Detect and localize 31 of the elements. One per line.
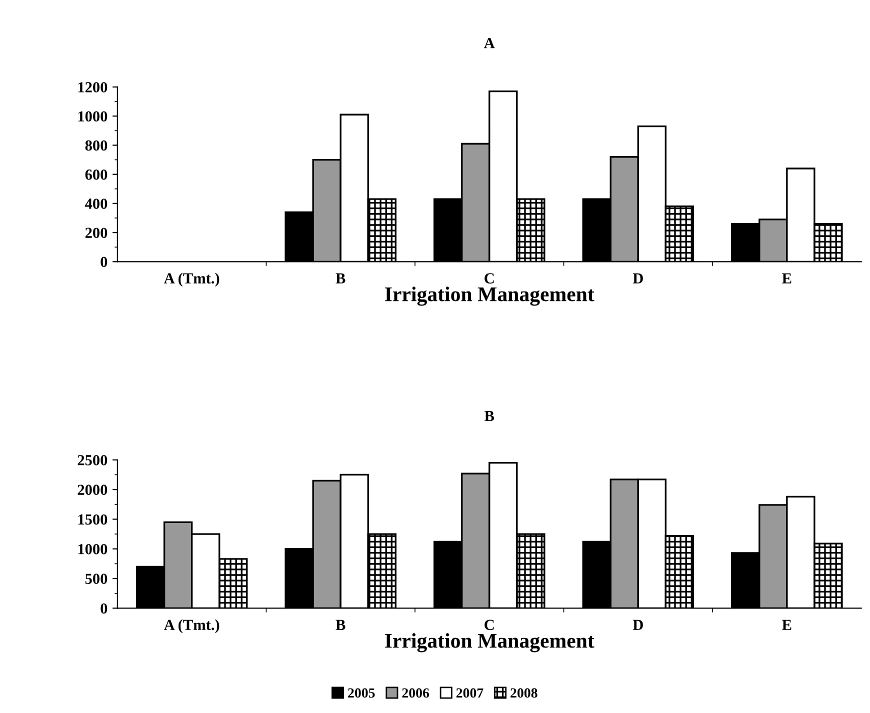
x-tick-label: B	[336, 620, 346, 630]
y-tick-label: 0	[100, 603, 108, 614]
x-tick-label: C	[484, 273, 494, 284]
x-tick-label: A (Tmt.)	[164, 272, 220, 287]
x-tick-label: E	[782, 273, 792, 284]
y-tick-label: 600	[85, 169, 108, 180]
x-tick-label: A (Tmt.)	[164, 619, 220, 634]
x-axis-title: Irrigation Management	[385, 286, 594, 306]
y-tick-label: 200	[85, 228, 108, 238]
legend-label: 2008	[510, 688, 538, 698]
y-tick-label: 1000	[78, 111, 108, 122]
legend-label: 2007	[456, 688, 484, 698]
y-tick-label: 2000	[78, 484, 108, 495]
chart-title: A	[484, 38, 495, 48]
y-tick-label: 0	[100, 256, 108, 268]
x-tick-label: D	[632, 620, 643, 630]
legend-label: 2006	[402, 688, 430, 698]
legend-label: 2005	[348, 688, 375, 698]
y-tick-label: 1500	[78, 514, 108, 525]
y-tick-label: 800	[85, 140, 108, 151]
y-tick-label: 1000	[78, 544, 108, 554]
y-tick-label: 1200	[78, 82, 108, 92]
y-tick-label: 2500	[78, 455, 108, 466]
x-tick-label: B	[336, 273, 346, 284]
y-tick-label: 500	[85, 574, 108, 584]
x-axis-title: Irrigation Management	[385, 633, 594, 652]
y-tick-label: 400	[85, 198, 108, 209]
x-tick-label: E	[782, 620, 792, 630]
x-tick-label: D	[632, 273, 643, 284]
chart-title: B	[484, 410, 494, 422]
x-tick-label: C	[484, 620, 494, 630]
